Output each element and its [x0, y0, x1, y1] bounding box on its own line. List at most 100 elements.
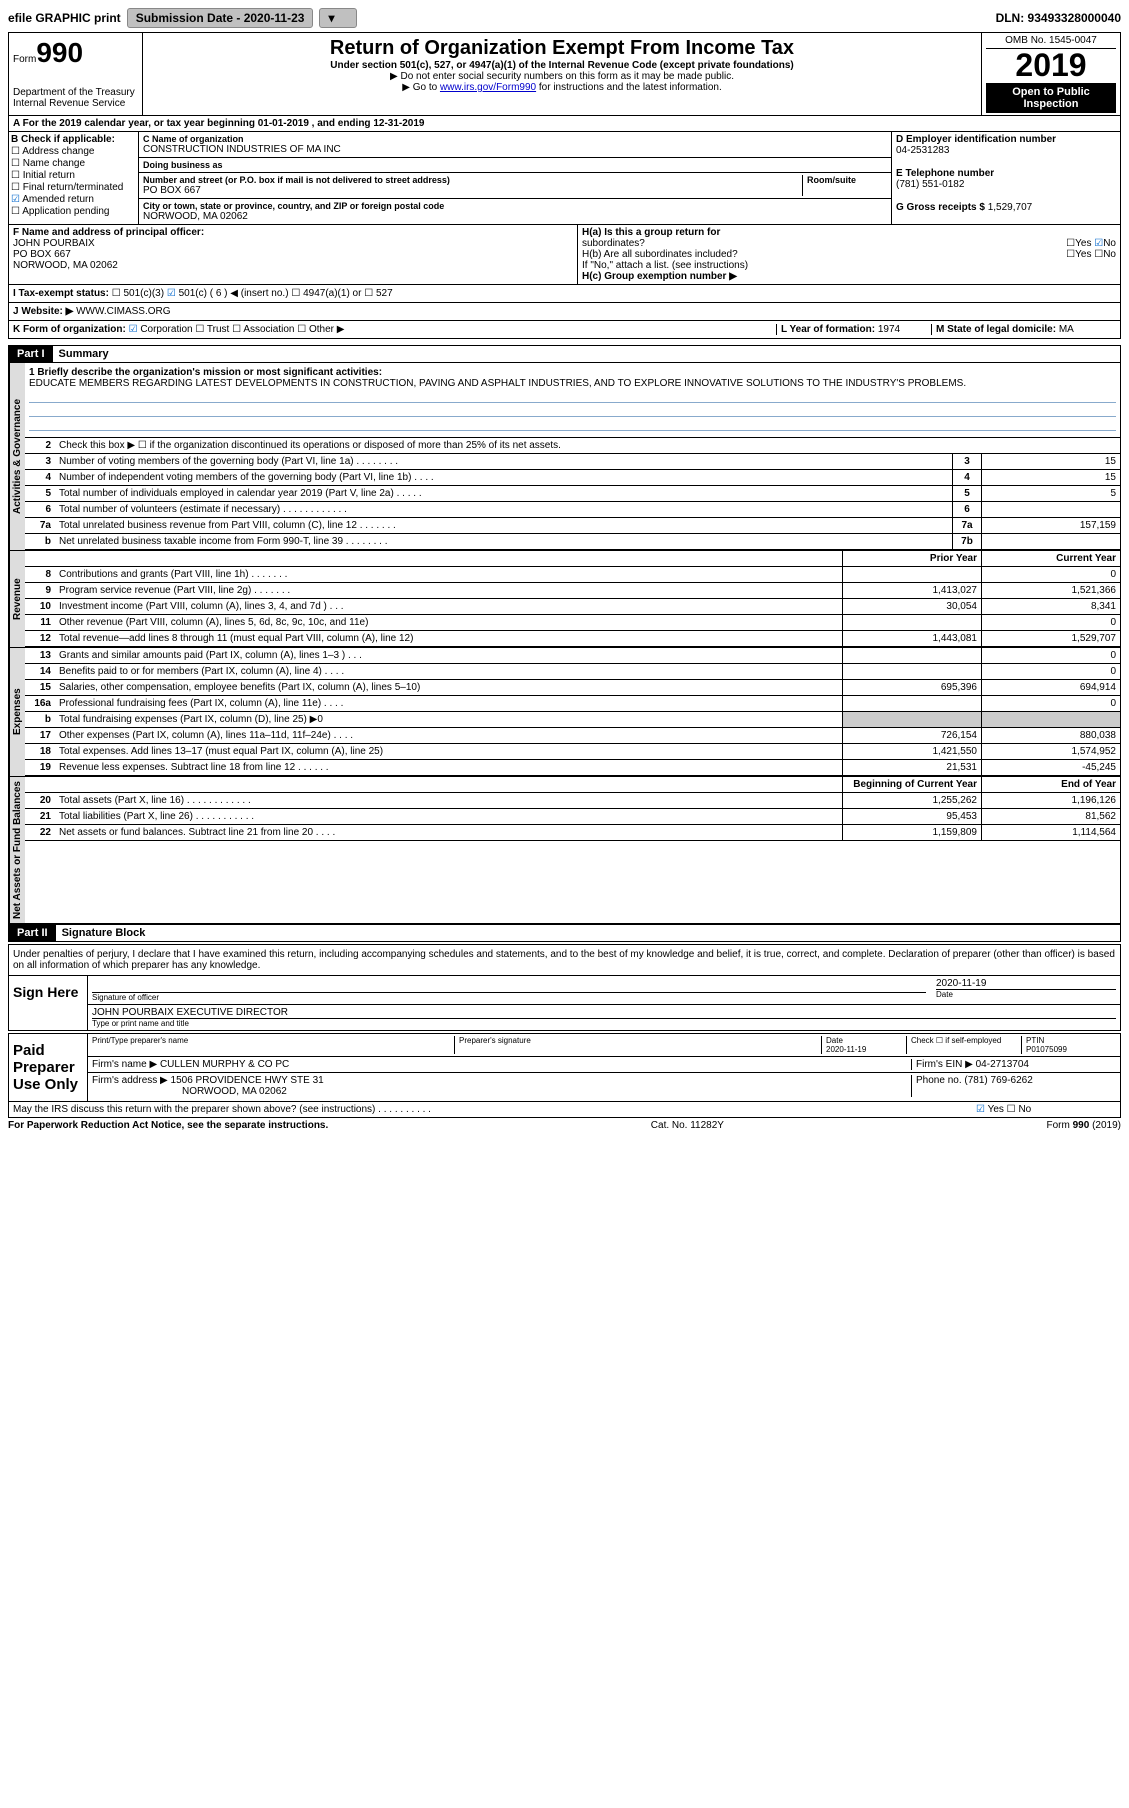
year-block: OMB No. 1545-0047 2019 Open to Public In…	[982, 33, 1120, 115]
chk-final[interactable]: ☐ Final return/terminated	[11, 182, 136, 193]
discuss-answer: ☑ Yes ☐ No	[976, 1104, 1116, 1115]
governance-section: Activities & Governance 1 Briefly descri…	[8, 363, 1121, 551]
sign-here-label: Sign Here	[9, 976, 88, 1030]
chk-pending[interactable]: ☐ Application pending	[11, 206, 136, 217]
form990-link[interactable]: www.irs.gov/Form990	[440, 82, 536, 93]
gov-line: 3Number of voting members of the governi…	[25, 454, 1120, 470]
discuss-question: May the IRS discuss this return with the…	[13, 1104, 976, 1115]
subtitle-1: Under section 501(c), 527, or 4947(a)(1)…	[147, 60, 977, 71]
year-formation: 1974	[878, 324, 900, 335]
form-word: Form	[13, 54, 36, 65]
rev-line: 9Program service revenue (Part VIII, lin…	[25, 583, 1120, 599]
net-line: 21Total liabilities (Part X, line 26) . …	[25, 809, 1120, 825]
part1-badge: Part I	[9, 346, 53, 362]
phone-value: (781) 551-0182	[896, 179, 1116, 190]
ptin-label: PTIN	[1026, 1036, 1044, 1045]
status-501c: 501(c) ( 6 ) ◀ (insert no.)	[179, 288, 289, 299]
footer: For Paperwork Reduction Act Notice, see …	[8, 1120, 1121, 1131]
prep-date: 2020-11-19	[826, 1045, 866, 1054]
vtab-netassets: Net Assets or Fund Balances	[9, 777, 25, 923]
cat-no: Cat. No. 11282Y	[651, 1120, 724, 1131]
status-501c3: 501(c)(3)	[123, 288, 164, 299]
gov-line: 5Total number of individuals employed in…	[25, 486, 1120, 502]
gov-line: 7aTotal unrelated business revenue from …	[25, 518, 1120, 534]
submission-date-button[interactable]: Submission Date - 2020-11-23	[127, 8, 314, 28]
chk-amended[interactable]: ☑ Amended return	[11, 194, 136, 205]
net-header-row: Beginning of Current Year End of Year	[25, 777, 1120, 793]
ein-value: 04-2531283	[896, 145, 1116, 156]
website-row: J Website: ▶ WWW.CIMASS.ORG	[8, 303, 1121, 321]
paperwork-notice: For Paperwork Reduction Act Notice, see …	[8, 1120, 328, 1131]
firm-phone-label: Phone no.	[916, 1075, 962, 1086]
org-assoc: Association	[243, 324, 294, 335]
vtab-governance: Activities & Governance	[9, 363, 25, 550]
mission-text: EDUCATE MEMBERS REGARDING LATEST DEVELOP…	[29, 378, 1116, 389]
exp-line: 13Grants and similar amounts paid (Part …	[25, 648, 1120, 664]
preparer-block: Paid Preparer Use Only Print/Type prepar…	[8, 1033, 1121, 1118]
col-begin: Beginning of Current Year	[842, 777, 981, 792]
sig-officer-label: Signature of officer	[92, 993, 926, 1002]
tax-year: 2019	[986, 49, 1116, 81]
firm-phone: (781) 769-6262	[964, 1075, 1032, 1086]
subtitle-2: ▶ Do not enter social security numbers o…	[147, 71, 977, 82]
org-name: CONSTRUCTION INDUSTRIES OF MA INC	[143, 144, 887, 155]
org-other: Other ▶	[309, 324, 344, 335]
chk-name[interactable]: ☐ Name change	[11, 158, 136, 169]
officer-addr1: PO BOX 667	[13, 249, 573, 260]
hb-answer: ☐Yes ☐No	[1066, 249, 1116, 260]
chk-initial[interactable]: ☐ Initial return	[11, 170, 136, 181]
dept-label: Department of the Treasury	[13, 87, 138, 98]
netassets-section: Net Assets or Fund Balances Beginning of…	[8, 777, 1121, 924]
ein-label: D Employer identification number	[896, 134, 1116, 145]
rev-header-row: Prior Year Current Year	[25, 551, 1120, 567]
org-trust: Trust	[207, 324, 229, 335]
gov-line: 4Number of independent voting members of…	[25, 470, 1120, 486]
rev-line: 12Total revenue—add lines 8 through 11 (…	[25, 631, 1120, 647]
ha-sub: subordinates?	[582, 238, 645, 249]
chk-address[interactable]: ☐ Address change	[11, 146, 136, 157]
form-ref: Form 990 (2019)	[1047, 1120, 1121, 1131]
phone-label: E Telephone number	[896, 168, 1116, 179]
dropdown-button[interactable]: ▾	[319, 8, 357, 28]
vtab-expenses: Expenses	[9, 648, 25, 776]
status-label: I Tax-exempt status:	[13, 288, 109, 299]
city-value: NORWOOD, MA 02062	[143, 211, 887, 222]
period-row: A For the 2019 calendar year, or tax yea…	[8, 116, 1121, 132]
officer-label: F Name and address of principal officer:	[13, 227, 573, 238]
firm-name-label: Firm's name ▶	[92, 1059, 157, 1070]
officer-name-label: Type or print name and title	[92, 1019, 1116, 1028]
line1-label: 1 Briefly describe the organization's mi…	[29, 367, 1116, 378]
paid-preparer-label: Paid Preparer Use Only	[9, 1034, 88, 1101]
officer-left: F Name and address of principal officer:…	[9, 225, 578, 284]
exp-line: bTotal fundraising expenses (Part IX, co…	[25, 712, 1120, 728]
rev-line: 10Investment income (Part VIII, column (…	[25, 599, 1120, 615]
efile-label[interactable]: efile GRAPHIC print	[8, 11, 121, 25]
top-bar: efile GRAPHIC print Submission Date - 20…	[8, 8, 1121, 28]
irs-label: Internal Revenue Service	[13, 98, 138, 109]
officer-addr2: NORWOOD, MA 02062	[13, 260, 573, 271]
subtitle-3: ▶ Go to www.irs.gov/Form990 for instruct…	[147, 82, 977, 93]
exp-line: 15Salaries, other compensation, employee…	[25, 680, 1120, 696]
officer-row: F Name and address of principal officer:…	[8, 225, 1121, 285]
form-label-block: Form990 Department of the Treasury Inter…	[9, 33, 143, 115]
rev-line: 8Contributions and grants (Part VIII, li…	[25, 567, 1120, 583]
part2-title: Signature Block	[56, 927, 146, 939]
net-line: 22Net assets or fund balances. Subtract …	[25, 825, 1120, 841]
mission-box: 1 Briefly describe the organization's mi…	[25, 363, 1120, 438]
sig-date: 2020-11-19	[936, 978, 1116, 990]
status-527: 527	[376, 288, 393, 299]
line2-desc: Check this box ▶ ☐ if the organization d…	[55, 438, 1120, 453]
officer-name: JOHN POURBAIX	[13, 238, 573, 249]
room-label: Room/suite	[807, 175, 887, 185]
org-corp: Corporation	[140, 324, 192, 335]
hb-label: H(b) Are all subordinates included?	[582, 249, 738, 260]
addr-value: PO BOX 667	[143, 185, 802, 196]
part2-badge: Part II	[9, 925, 56, 941]
form-header: Form990 Department of the Treasury Inter…	[8, 32, 1121, 116]
state-value: MA	[1059, 324, 1074, 335]
signature-block: Under penalties of perjury, I declare th…	[8, 944, 1121, 1031]
exp-line: 18Total expenses. Add lines 13–17 (must …	[25, 744, 1120, 760]
website-label: J Website: ▶	[13, 306, 73, 317]
ha-row: H(a) Is this a group return for	[582, 227, 1116, 238]
penalty-text: Under penalties of perjury, I declare th…	[9, 945, 1120, 976]
